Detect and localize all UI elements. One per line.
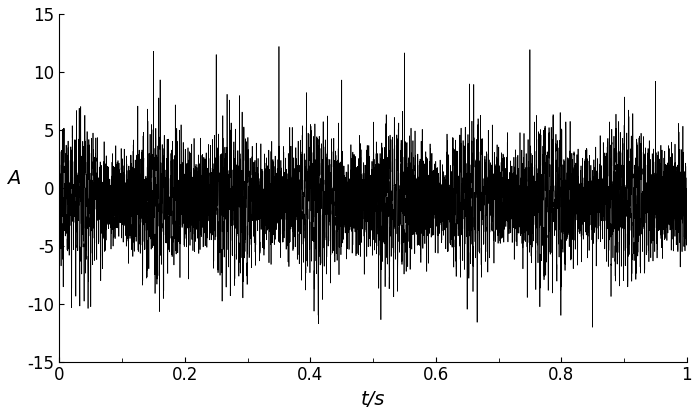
Y-axis label: A: A [7,169,20,188]
X-axis label: t/s: t/s [361,390,385,409]
